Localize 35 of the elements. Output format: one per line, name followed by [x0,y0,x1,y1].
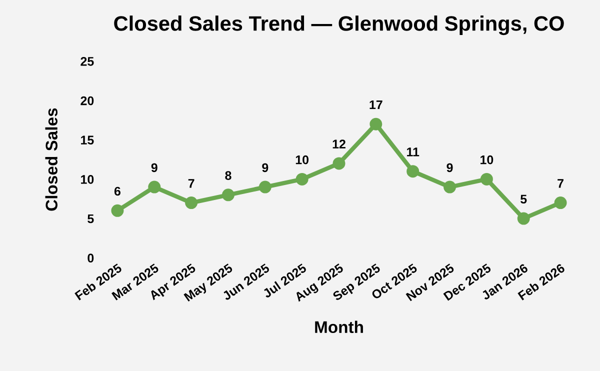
point [332,157,346,170]
data-label: 10 [480,155,494,164]
point [406,165,420,178]
point [554,196,567,210]
data-label: 9 [151,163,158,172]
y-tick-label: 25 [80,57,94,66]
point [517,212,530,225]
data-label: 5 [520,194,527,204]
point [185,196,198,210]
point [258,180,272,194]
point [148,180,161,194]
point [370,118,382,130]
data-label: 8 [225,171,232,180]
data-label: 7 [558,179,564,188]
data-label: 9 [262,163,268,172]
data-label: 9 [446,163,453,172]
x-axis-title: Month [315,320,363,334]
point [480,172,493,186]
point [444,180,456,194]
data-label: 6 [114,186,120,196]
point [296,172,308,186]
chart-title: Closed Sales Trend — Glenwood Springs, CO [114,16,564,36]
point [111,204,124,217]
y-tick-label: 0 [88,254,94,262]
y-axis-title: Closed Sales [45,108,58,211]
y-tick-label: 10 [81,174,94,184]
data-label: 10 [296,155,309,164]
data-label: 11 [407,148,420,156]
point [222,188,234,202]
data-label: 12 [332,140,346,148]
y-tick-label: 20 [80,96,94,106]
y-tick-label: 15 [81,136,94,145]
y-tick-label: 5 [88,214,94,224]
data-label: 17 [370,100,382,110]
data-label: 7 [188,179,194,188]
